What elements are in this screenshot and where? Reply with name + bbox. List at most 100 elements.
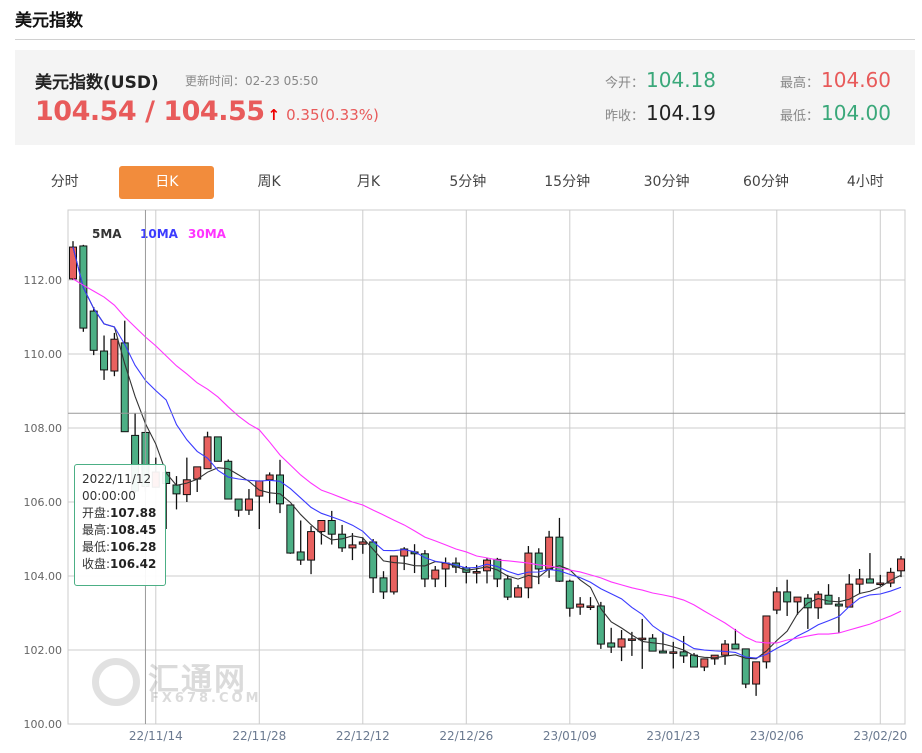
high-label: 最高： — [780, 76, 820, 91]
candle — [307, 526, 316, 575]
candle-body — [100, 350, 109, 371]
candle — [855, 568, 864, 595]
candle — [410, 544, 419, 574]
tab-30min[interactable]: 30分钟 — [643, 174, 690, 190]
candle-body — [286, 504, 295, 554]
tab-4hour[interactable]: 4小时 — [846, 174, 884, 190]
candle-body — [658, 650, 667, 654]
candle-body — [576, 603, 585, 608]
candle — [462, 566, 471, 584]
legend-5ma: 5MA — [92, 227, 122, 241]
candle-body — [400, 548, 409, 557]
candle-body — [379, 577, 388, 593]
candle — [721, 640, 730, 665]
candle-body — [607, 642, 616, 648]
watermark-logo-icon — [92, 658, 140, 706]
candle-body — [669, 651, 678, 654]
candle-body — [431, 569, 440, 580]
candle-body — [307, 531, 316, 561]
candle-body — [596, 605, 605, 645]
kline-chart[interactable]: 100.00 102.00 104.00 106.00 108.00 110.00 112.… — [0, 200, 922, 749]
candle-body — [224, 460, 233, 500]
watermark-sub: FX678.COM — [150, 691, 262, 706]
candle-body — [213, 436, 222, 462]
candle — [276, 459, 284, 514]
instrument-name: 美元指数(USD) — [35, 73, 159, 93]
candle-body — [348, 544, 357, 549]
candle-body — [358, 541, 367, 545]
candle-body — [679, 651, 688, 657]
candle-body — [845, 583, 854, 608]
candle-body — [772, 591, 781, 611]
candle — [400, 547, 409, 571]
candle — [710, 654, 719, 665]
candle — [431, 566, 440, 588]
candle — [865, 553, 874, 584]
candle-body — [721, 643, 730, 656]
candle — [286, 504, 295, 554]
candle — [772, 587, 781, 615]
candle-body — [327, 520, 336, 535]
price-row: 104.54 / 104.55 ↑ 0.35(0.33%) — [35, 96, 379, 127]
y-tick-label: 112.00 — [24, 274, 63, 287]
candle — [69, 241, 77, 280]
tab-weekly-k[interactable]: 周K — [257, 174, 281, 190]
update-time: 更新时间：02-23 05:50 — [185, 74, 319, 88]
candle — [213, 436, 222, 462]
candle-body — [514, 587, 523, 598]
open-label: 今开： — [605, 76, 645, 91]
candle — [234, 498, 243, 517]
candle — [762, 615, 771, 669]
tab-minute[interactable]: 分时 — [50, 174, 79, 190]
candle-body — [690, 654, 698, 668]
tab-monthly-k[interactable]: 月K — [356, 174, 381, 190]
tooltip-high: 最高:108.45 — [82, 523, 157, 537]
candle-body — [69, 246, 77, 280]
candle-body — [886, 571, 895, 584]
candle — [731, 628, 740, 650]
x-tick-label: 23/01/23 — [646, 729, 700, 743]
candle-body — [741, 648, 750, 685]
x-tick-label: 23/01/09 — [543, 729, 597, 743]
period-tabs: 分时 日K 周K 月K 5分钟 15分钟 30分钟 60分钟 4小时 — [15, 166, 915, 199]
x-tick-label: 22/11/28 — [232, 729, 286, 743]
ma-line-5ma — [72, 246, 902, 660]
candle-body — [265, 474, 274, 481]
candle — [886, 567, 895, 588]
ma-line-10ma — [72, 246, 902, 659]
page-title: 美元指数 — [15, 11, 83, 31]
tab-15min[interactable]: 15分钟 — [544, 174, 591, 190]
candle — [793, 596, 802, 615]
candle — [690, 652, 698, 668]
prev-close-value: 104.19 — [646, 101, 716, 125]
candle-body — [389, 555, 398, 593]
candle — [576, 597, 585, 615]
candle — [617, 630, 626, 662]
tab-5min[interactable]: 5分钟 — [449, 174, 487, 190]
tab-60min[interactable]: 60分钟 — [743, 174, 789, 190]
y-tick-label: 110.00 — [24, 348, 63, 361]
candle — [89, 307, 98, 356]
candle-body — [565, 580, 574, 609]
candle-body — [276, 474, 284, 505]
tab-daily-k[interactable]: 日K — [119, 166, 215, 199]
low-value: 104.00 — [821, 101, 891, 125]
candle-body — [172, 484, 181, 495]
candle-body — [762, 615, 771, 663]
bid-ask-price: 104.54 / 104.55 — [35, 96, 265, 127]
candle-body — [648, 637, 657, 652]
candle-body — [617, 638, 626, 648]
candle — [627, 631, 636, 656]
kline-svg[interactable]: 100.00 102.00 104.00 106.00 108.00 110.00 112.… — [0, 200, 922, 749]
candle — [586, 597, 595, 611]
candle — [607, 627, 616, 653]
candle — [358, 537, 367, 554]
candle-body — [876, 582, 885, 586]
candle-body — [824, 594, 833, 605]
y-tick-label: 100.00 — [24, 718, 63, 731]
candle — [379, 571, 388, 599]
price-change: 0.35(0.33%) — [286, 106, 379, 124]
candle-body — [555, 536, 564, 582]
x-tick-label: 22/11/14 — [129, 729, 183, 743]
candle-body — [534, 552, 543, 570]
